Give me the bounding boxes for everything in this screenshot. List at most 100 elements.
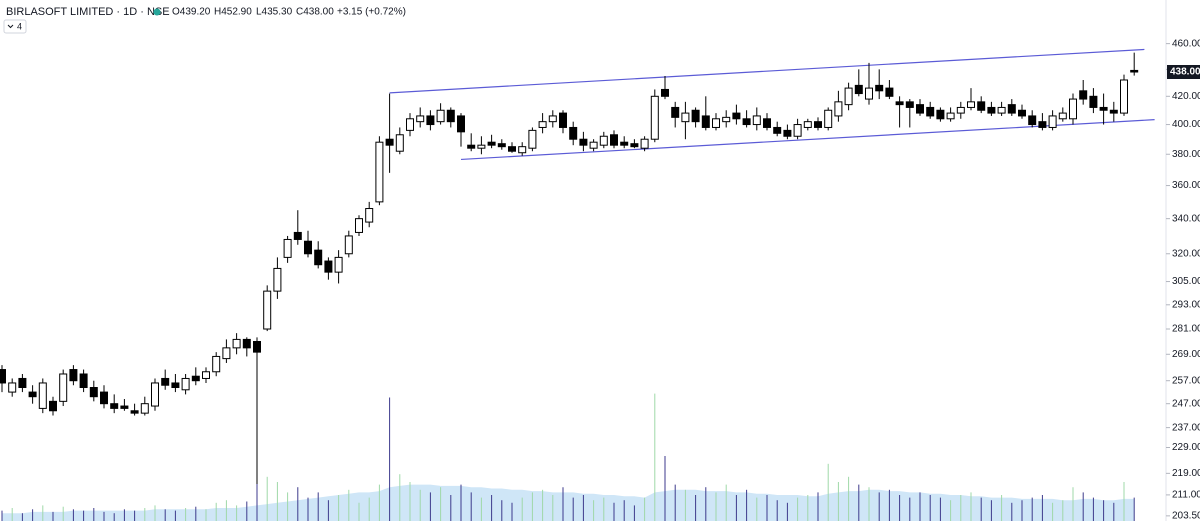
candle-body [18,377,27,389]
candle-body [803,121,812,128]
candle-body [844,87,853,106]
candle-body [589,141,598,149]
candle-body [732,112,741,120]
candle-body [222,347,231,360]
candle-body [375,141,384,203]
y-tick-label: 400.00 [1172,119,1200,130]
candle-body [497,143,506,148]
indicator-count: 4 [17,21,22,31]
header-open: O439.20 [172,7,211,18]
candle-body [1048,115,1057,128]
candle-body [253,341,261,353]
candle-body [1038,121,1047,128]
candle-body [467,144,476,149]
candle-body [518,146,527,154]
candle-body [946,112,955,120]
chart-title: BIRLASOFT LIMITED · 1D · NSE [6,6,170,18]
candle-body [681,112,690,123]
candle-body [120,405,129,409]
candle-body [140,403,149,414]
header-low: L435.30 [256,7,293,18]
candle-body [1089,95,1098,108]
y-tick-label: 269.00 [1172,349,1200,360]
candle-body [528,129,537,149]
candle-body [773,126,782,134]
candle-body [548,115,557,123]
candle-body [457,115,465,133]
candle-body [926,106,935,117]
candle-body [967,101,975,108]
candle-body [538,121,547,128]
y-tick-label: 340.00 [1172,213,1200,224]
candle-body [334,256,343,273]
candle-body [181,377,190,391]
y-tick-label: 305.00 [1172,276,1200,287]
candle-body [916,104,924,114]
candle-body [202,371,210,379]
candle-body [324,260,333,273]
candle-body [630,143,639,148]
y-tick-label: 460.00 [1172,38,1200,49]
candle-body [905,101,914,108]
y-tick-label: 203.50 [1172,510,1200,521]
candle-body [28,391,37,398]
candle-body [487,141,496,146]
y-tick-label: 247.00 [1172,398,1200,409]
candle-body [987,106,996,114]
candle-body [416,115,425,123]
candle-body [722,116,731,123]
candle-body [834,101,843,117]
candle-body [283,238,292,258]
candle-body [1099,106,1108,111]
candle-body [406,118,414,131]
candle-body [1069,98,1077,120]
y-tick-label: 219.00 [1172,468,1200,479]
candle-body [232,338,241,349]
candle-body [191,375,200,382]
header-change: +3.15 (+0.72%) [337,7,406,18]
candle-body [293,231,302,240]
header-close: C438.00 [296,7,334,18]
y-tick-label: 380.00 [1172,149,1200,160]
candle-body [599,135,608,146]
volume-ma-area [2,484,1135,521]
candle-body [742,118,751,126]
candle-body [79,373,88,389]
y-tick-label: 281.00 [1172,324,1200,335]
candle-body [1028,115,1037,126]
candle-body [38,382,47,409]
candle-body [640,138,649,149]
candle-body [344,235,353,255]
candle-body [0,369,6,384]
candle-body [783,129,792,137]
candle-body [569,126,578,140]
candle-body [100,391,108,405]
candle-body [161,377,170,386]
candle-body [793,124,802,137]
candle-body [171,382,180,389]
candle-body [1018,109,1026,117]
y-tick-label: 360.00 [1172,180,1200,191]
candle-body [1058,112,1067,120]
candle-body [130,410,139,414]
y-tick-label: 293.00 [1172,299,1200,310]
candle-body [895,101,904,106]
candle-body [508,146,516,152]
indicator-toggle[interactable] [3,19,27,34]
header-high: H452.90 [214,7,252,18]
candle-body [1079,90,1088,100]
candle-body [446,109,455,123]
candle-body [701,115,710,128]
candle-body [956,106,965,114]
candle-body [242,338,251,349]
candle-body [304,240,312,255]
y-tick-label: 229.00 [1172,442,1200,453]
candle-body [436,109,445,123]
candle-body [875,84,884,92]
chevron [7,24,14,29]
candle-body [936,109,945,120]
candle-body [8,382,17,393]
candle-body [854,84,863,95]
candle-body [1130,69,1139,73]
candle-body [365,208,374,223]
